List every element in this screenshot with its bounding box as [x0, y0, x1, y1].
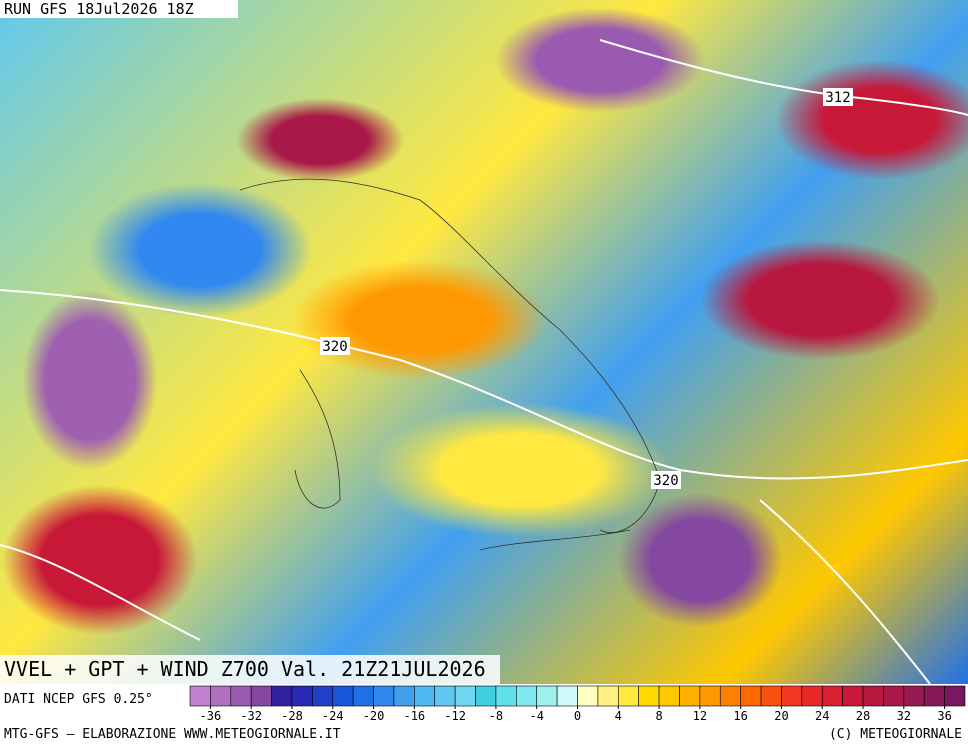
- color-bin: [923, 685, 945, 707]
- color-bin: [414, 685, 436, 707]
- run-box: [0, 0, 238, 18]
- contour-label-box: [823, 88, 853, 106]
- coastline: [239, 178, 661, 533]
- color-bin: [210, 685, 232, 707]
- color-bin: [597, 685, 619, 707]
- tick-label: -28: [281, 709, 303, 723]
- color-bin: [393, 685, 415, 707]
- color-bin: [821, 685, 843, 707]
- tick-label: 20: [774, 709, 788, 723]
- color-bin: [862, 685, 884, 707]
- color-bin: [271, 685, 293, 707]
- tick-label: -8: [489, 709, 503, 723]
- color-bin: [495, 685, 517, 707]
- color-bin: [801, 685, 823, 707]
- color-bin: [719, 685, 741, 707]
- title-box: [0, 655, 500, 684]
- color-bin: [516, 685, 538, 707]
- contour-label-box: [320, 337, 350, 355]
- contours: [0, 39, 968, 685]
- contour-line: [0, 499, 931, 685]
- color-bin: [189, 685, 211, 707]
- tick-label: -32: [240, 709, 262, 723]
- color-bin: [903, 685, 925, 707]
- credit-left: MTG-GFS – ELABORAZIONE WWW.METEOGIORNALE…: [4, 727, 341, 742]
- tick-label: 24: [815, 709, 829, 723]
- color-bin: [556, 685, 578, 707]
- tick-label: 0: [574, 709, 581, 723]
- tick-label: 28: [856, 709, 870, 723]
- color-bin: [475, 685, 497, 707]
- tick-label: 36: [937, 709, 951, 723]
- run-label: RUN GFS 18Jul2026 18Z: [4, 0, 194, 18]
- tick-label: -16: [403, 709, 425, 723]
- contour-label: 312: [825, 90, 850, 106]
- coastlines: [239, 178, 661, 551]
- color-bin: [740, 685, 762, 707]
- color-bin: [434, 685, 456, 707]
- colorbar: -36 -32 -28 -24 -20 -16 -12 -8 -4 0 4 8 12 16 20 24 28 32…: [189, 685, 966, 723]
- map: [0, 0, 968, 684]
- color-bin: [373, 685, 395, 707]
- contour-line: [0, 289, 968, 480]
- tick-label: 8: [655, 709, 662, 723]
- color-bin: [883, 685, 905, 707]
- tick-label: 16: [733, 709, 747, 723]
- data-source: DATI NCEP GFS 0.25°: [4, 692, 153, 707]
- color-bin: [760, 685, 782, 707]
- color-bin: [312, 685, 334, 707]
- map-title: VVEL + GPT + WIND Z700 Val. 21Z21JUL2026: [4, 657, 486, 681]
- tick-label: -36: [200, 709, 222, 723]
- color-bin: [679, 685, 701, 707]
- tick-label: -20: [363, 709, 385, 723]
- color-bin: [536, 685, 558, 707]
- tick-label: 12: [693, 709, 707, 723]
- color-bin: [352, 685, 374, 707]
- color-bin: [454, 685, 476, 707]
- contour-label: 320: [653, 473, 678, 489]
- color-bin: [842, 685, 864, 707]
- color-bin: [230, 685, 252, 707]
- credit-right: (C) METEOGIORNALE: [829, 727, 962, 742]
- contour-label: 320: [322, 339, 347, 355]
- color-bin: [781, 685, 803, 707]
- coastline: [479, 529, 631, 551]
- tick-label: 4: [615, 709, 622, 723]
- contour-line: [599, 39, 968, 116]
- color-bin: [944, 685, 966, 707]
- color-bin: [332, 685, 354, 707]
- color-bin: [638, 685, 660, 707]
- color-bin: [291, 685, 313, 707]
- tick-label: -4: [529, 709, 543, 723]
- contour-label-box: [651, 471, 681, 489]
- color-bin: [617, 685, 639, 707]
- color-bin: [577, 685, 599, 707]
- color-bin: [699, 685, 721, 707]
- color-bin: [658, 685, 680, 707]
- tick-label: -12: [444, 709, 466, 723]
- color-bin: [250, 685, 272, 707]
- tick-label: -24: [322, 709, 344, 723]
- tick-label: 32: [897, 709, 911, 723]
